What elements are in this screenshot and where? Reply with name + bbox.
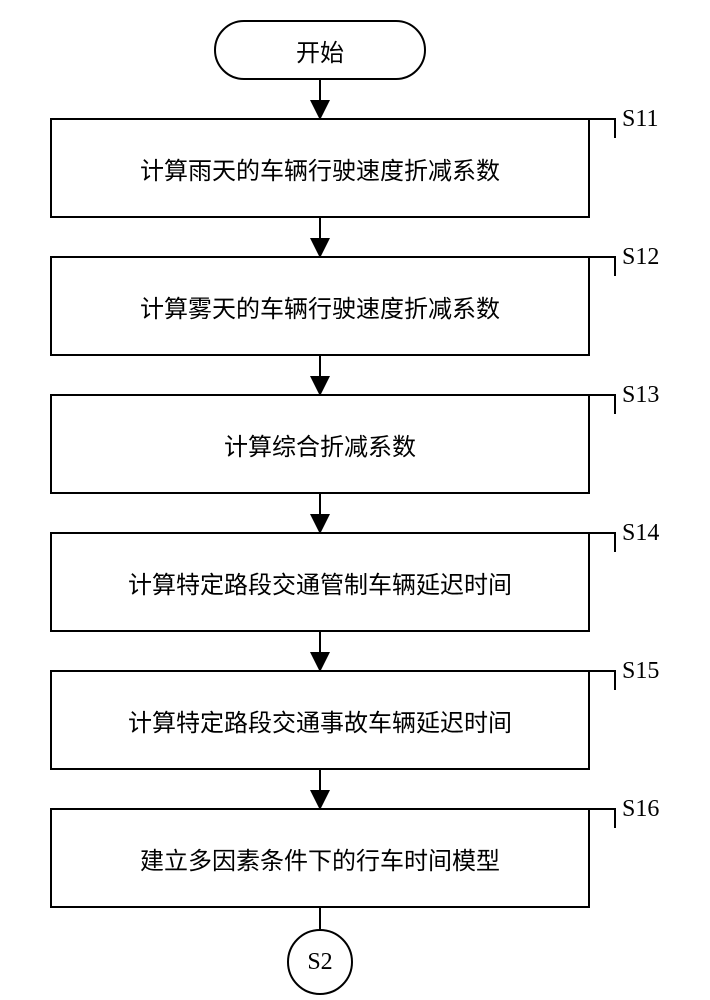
process-text: 计算特定路段交通管制车辆延迟时间 [128, 565, 512, 600]
label-notch-s14 [590, 532, 616, 552]
process-text: 计算雨天的车辆行驶速度折减系数 [140, 151, 500, 186]
label-notch-s12 [590, 256, 616, 276]
process-text: 计算雾天的车辆行驶速度折减系数 [140, 289, 500, 324]
step-label-s15: S15 [622, 658, 659, 685]
process-s16: 建立多因素条件下的行车时间模型 [50, 808, 590, 908]
flowchart-canvas: 开始 计算雨天的车辆行驶速度折减系数 S11 计算雾天的车辆行驶速度折减系数 S… [0, 0, 710, 1000]
process-text: 计算特定路段交通事故车辆延迟时间 [128, 703, 512, 738]
label-notch-s11 [590, 118, 616, 138]
start-terminator: 开始 [214, 20, 426, 80]
step-label-s16: S16 [622, 796, 659, 823]
step-label-s12: S12 [622, 244, 659, 271]
end-connector-text: S2 [307, 949, 332, 976]
process-s11: 计算雨天的车辆行驶速度折减系数 [50, 118, 590, 218]
label-notch-s13 [590, 394, 616, 414]
step-label-s14: S14 [622, 520, 659, 547]
process-text: 建立多因素条件下的行车时间模型 [140, 841, 500, 876]
process-text: 计算综合折减系数 [224, 427, 416, 462]
start-text: 开始 [296, 33, 344, 68]
step-label-s11: S11 [622, 106, 658, 133]
process-s12: 计算雾天的车辆行驶速度折减系数 [50, 256, 590, 356]
process-s15: 计算特定路段交通事故车辆延迟时间 [50, 670, 590, 770]
label-notch-s16 [590, 808, 616, 828]
step-label-s13: S13 [622, 382, 659, 409]
process-s13: 计算综合折减系数 [50, 394, 590, 494]
label-notch-s15 [590, 670, 616, 690]
end-connector: S2 [287, 929, 353, 995]
process-s14: 计算特定路段交通管制车辆延迟时间 [50, 532, 590, 632]
